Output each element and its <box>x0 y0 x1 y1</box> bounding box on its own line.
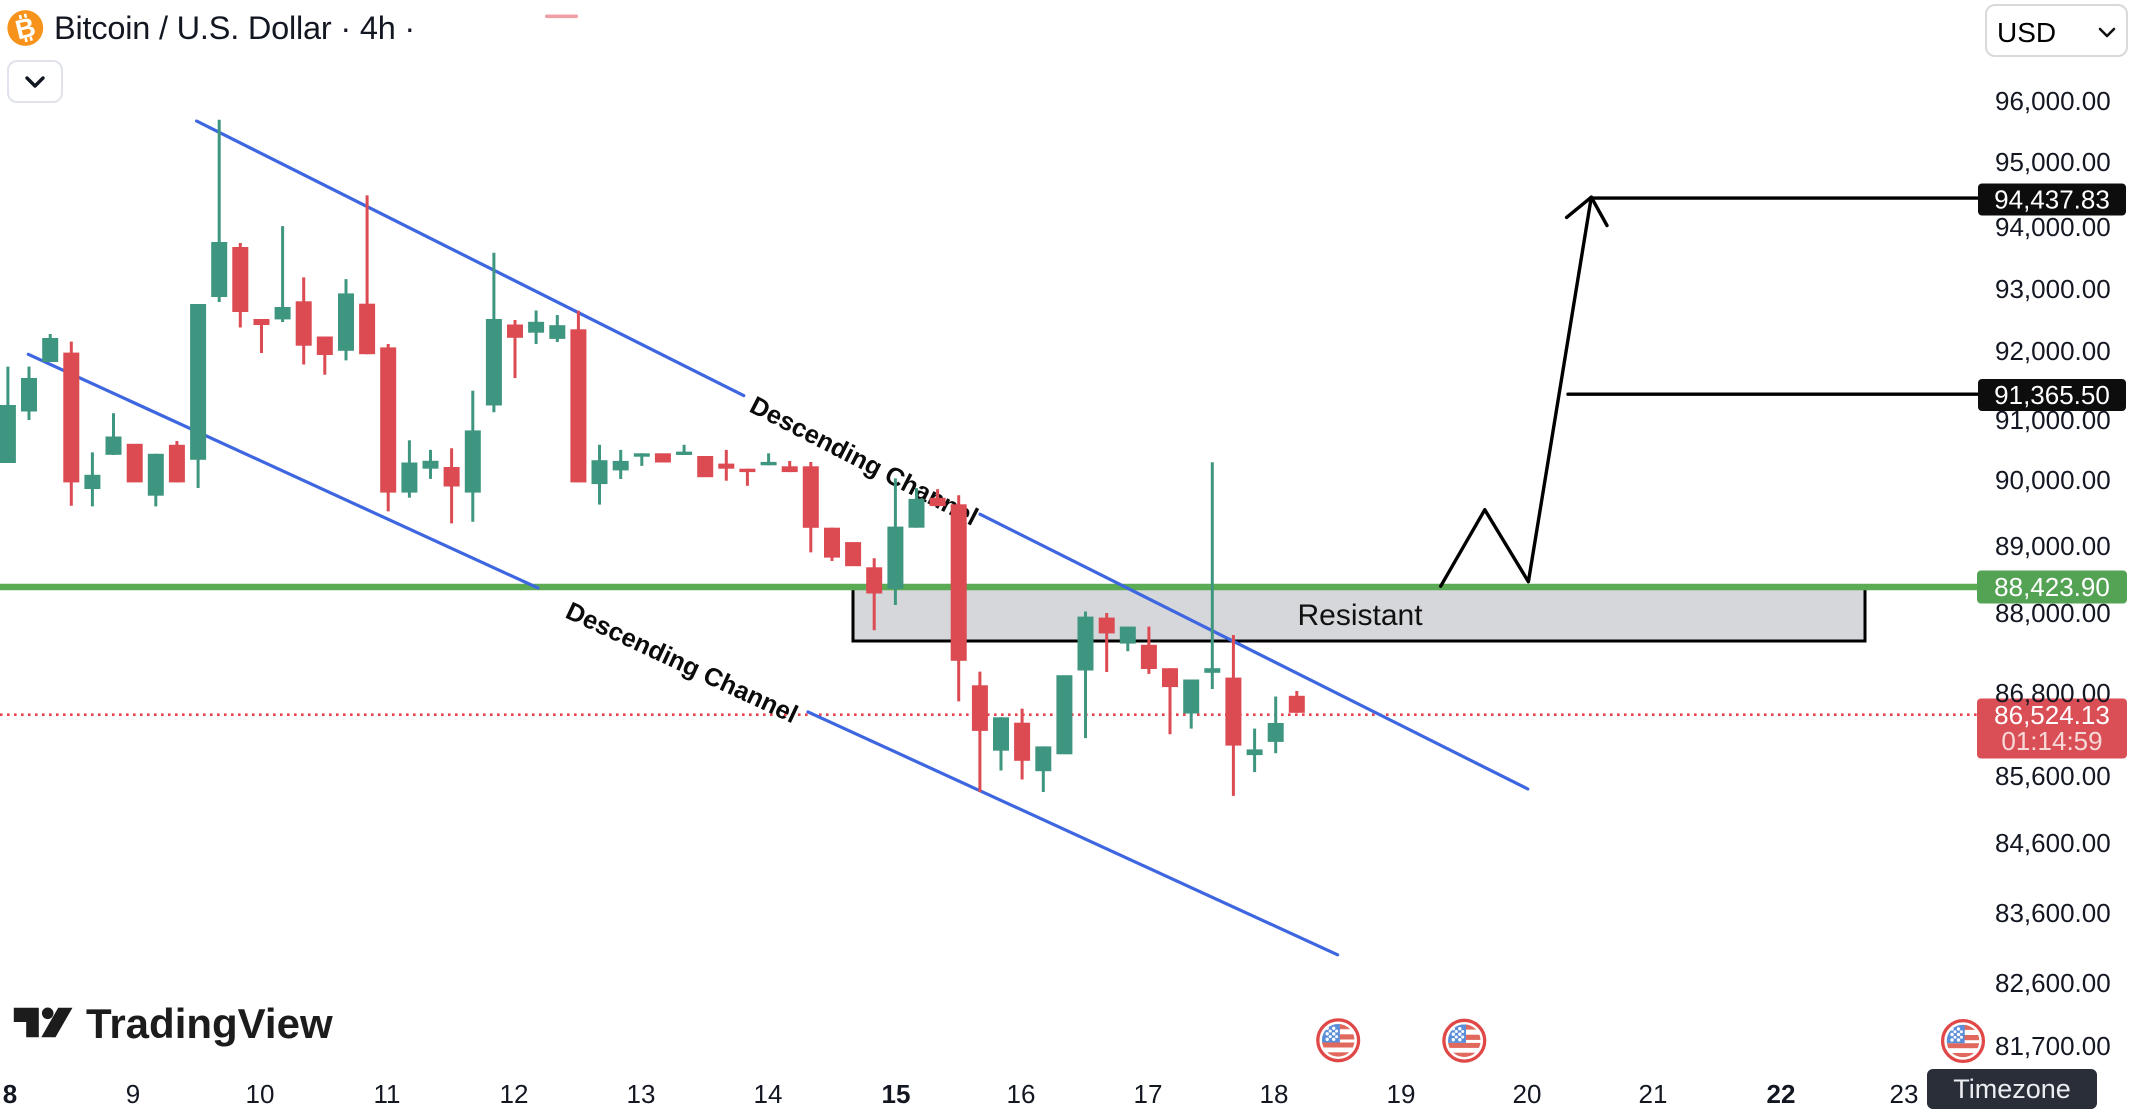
svg-text:91,365.50: 91,365.50 <box>1994 380 2110 410</box>
svg-text:Resistant: Resistant <box>1297 599 1423 632</box>
svg-text:Descending Channel: Descending Channel <box>561 597 801 729</box>
svg-text:TradingView: TradingView <box>86 1000 333 1047</box>
svg-text:88,423.90: 88,423.90 <box>1994 572 2110 602</box>
svg-text:94,437.83: 94,437.83 <box>1994 185 2110 215</box>
svg-text:86,524.13: 86,524.13 <box>1994 700 2110 730</box>
svg-text:Descending Channel: Descending Channel <box>745 391 982 531</box>
svg-text:01:14:59: 01:14:59 <box>2001 726 2102 756</box>
